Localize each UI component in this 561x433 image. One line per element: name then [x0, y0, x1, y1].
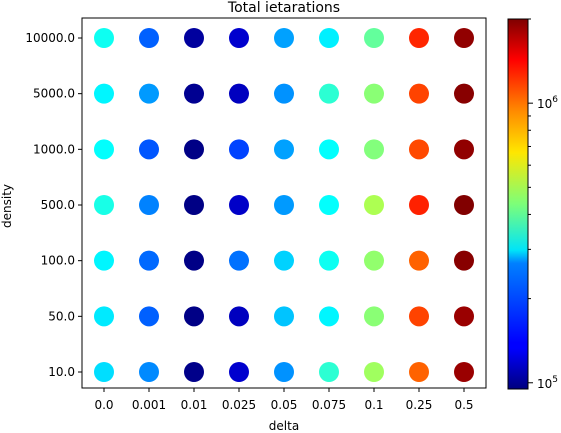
data-point-0.5-10000.0	[454, 28, 474, 48]
data-point-0.075-10000.0	[319, 28, 339, 48]
data-point-0.25-10.0	[409, 362, 429, 382]
colorbar-tick-label: 105	[537, 375, 558, 391]
data-point-0.5-100.0	[454, 250, 474, 271]
colorbar-ticks: 105 106	[528, 18, 558, 391]
data-point-0.1-5000.0	[364, 83, 384, 104]
data-point-0.025-10000.0	[229, 28, 249, 48]
y-tick-label: 10000.0	[25, 31, 75, 45]
data-point-0.01-1000.0	[184, 139, 204, 160]
x-tick-label: 0.0	[94, 398, 113, 412]
data-point-0.075-1000.0	[319, 139, 339, 160]
data-point-0.0-10.0	[94, 362, 114, 382]
y-tick-label: 10.0	[48, 365, 75, 379]
data-point-0.25-500.0	[409, 195, 429, 215]
colorbar-tick-label: 106	[537, 95, 558, 111]
x-tick-label: 0.075	[312, 398, 346, 412]
data-point-0.01-5000.0	[184, 83, 204, 104]
data-point-0.25-10000.0	[409, 28, 429, 48]
data-point-0.5-10.0	[454, 362, 474, 382]
x-tick-label: 0.01	[181, 398, 208, 412]
data-point-0.01-100.0	[184, 250, 204, 271]
data-point-0.001-1000.0	[139, 139, 159, 160]
data-points	[94, 28, 474, 382]
data-point-0.1-50.0	[364, 306, 384, 327]
y-tick-label: 50.0	[48, 309, 75, 323]
data-point-0.025-5000.0	[229, 83, 249, 104]
data-point-0.05-1000.0	[274, 139, 294, 160]
data-point-0.5-500.0	[454, 195, 474, 215]
data-point-0.1-10000.0	[364, 28, 384, 48]
data-point-0.5-1000.0	[454, 139, 474, 160]
data-point-0.025-10.0	[229, 362, 249, 382]
data-point-0.025-1000.0	[229, 139, 249, 160]
y-axis-ticks: 10.0 50.0 100.0 500.0 1000.0 5000.0 10000.0	[25, 31, 82, 379]
data-point-0.1-500.0	[364, 195, 384, 215]
data-point-0.0-100.0	[94, 250, 114, 271]
data-point-0.0-50.0	[94, 306, 114, 327]
data-point-0.001-500.0	[139, 195, 159, 215]
x-axis-ticks: 0.0 0.001 0.01 0.025 0.05 0.075 0.1 0.25 0.5	[94, 388, 474, 412]
data-point-0.05-50.0	[274, 306, 294, 327]
data-point-0.25-50.0	[409, 306, 429, 327]
x-tick-label: 0.05	[271, 398, 298, 412]
data-point-0.05-10.0	[274, 362, 294, 382]
x-tick-label: 0.5	[454, 398, 473, 412]
x-tick-label: 0.1	[364, 398, 383, 412]
data-point-0.01-10.0	[184, 362, 204, 382]
data-point-0.05-10000.0	[274, 28, 294, 48]
data-point-0.075-500.0	[319, 195, 339, 215]
data-point-0.0-500.0	[94, 195, 114, 215]
y-tick-label: 500.0	[41, 198, 75, 212]
data-point-0.05-100.0	[274, 250, 294, 271]
data-point-0.075-50.0	[319, 306, 339, 327]
data-point-0.001-10.0	[139, 362, 159, 382]
y-tick-label: 100.0	[41, 254, 75, 268]
colorbar	[507, 18, 529, 390]
data-point-0.5-50.0	[454, 306, 474, 327]
chart-title: Total ietarations	[227, 0, 340, 16]
data-point-0.1-1000.0	[364, 139, 384, 160]
x-tick-label: 0.25	[406, 398, 433, 412]
y-tick-label: 1000.0	[33, 142, 75, 156]
data-point-0.01-500.0	[184, 195, 204, 215]
x-axis-label: delta	[269, 419, 299, 433]
data-point-0.01-50.0	[184, 306, 204, 327]
y-tick-label: 5000.0	[33, 87, 75, 101]
data-point-0.001-5000.0	[139, 83, 159, 104]
data-point-0.25-5000.0	[409, 83, 429, 104]
data-point-0.025-500.0	[229, 195, 249, 215]
data-point-0.05-5000.0	[274, 83, 294, 104]
data-point-0.075-5000.0	[319, 83, 339, 104]
data-point-0.01-10000.0	[184, 28, 204, 48]
data-point-0.25-1000.0	[409, 139, 429, 160]
data-point-0.075-10.0	[319, 362, 339, 382]
data-point-0.05-500.0	[274, 195, 294, 215]
data-point-0.001-50.0	[139, 306, 159, 327]
data-point-0.001-100.0	[139, 250, 159, 271]
data-point-0.0-5000.0	[94, 83, 114, 104]
x-tick-label: 0.001	[132, 398, 166, 412]
data-point-0.5-5000.0	[454, 83, 474, 104]
data-point-0.075-100.0	[319, 250, 339, 271]
data-point-0.025-100.0	[229, 250, 249, 271]
data-point-0.25-100.0	[409, 250, 429, 271]
data-point-0.0-10000.0	[94, 28, 114, 48]
data-point-0.001-10000.0	[139, 28, 159, 48]
y-axis-label: density	[0, 184, 14, 228]
data-point-0.025-50.0	[229, 306, 249, 327]
x-tick-label: 0.025	[222, 398, 256, 412]
data-point-0.0-1000.0	[94, 139, 114, 160]
data-point-0.1-10.0	[364, 362, 384, 382]
data-point-0.1-100.0	[364, 250, 384, 271]
